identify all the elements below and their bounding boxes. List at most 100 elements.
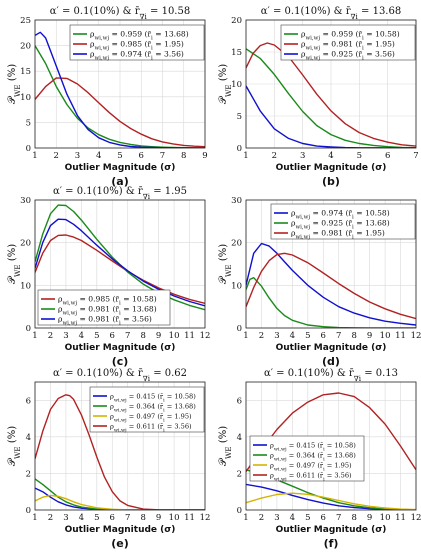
- x-axis-label: Outlier Magnitude (σ): [65, 525, 176, 535]
- x-tick-label: 7: [413, 151, 418, 161]
- x-tick-label: 2: [272, 151, 277, 161]
- y-tick-label: 0: [237, 506, 242, 516]
- panel-title: α′ = 0.1(10%) & r̄∇i = 13.68: [261, 6, 401, 21]
- legend-entry: ρwi,wj = 0.974 (r̄i = 10.58): [291, 209, 390, 221]
- x-tick-label: 3: [63, 513, 68, 523]
- x-tick-label: 9: [367, 513, 372, 523]
- series-line-2: [35, 494, 205, 510]
- x-tick-label: 12: [411, 513, 421, 523]
- y-axis-label: 𝒫WE (%): [218, 64, 233, 104]
- legend-entry: ρwi,wj = 0.364 (r̄i = 13.68): [270, 452, 356, 463]
- x-tick-label: 9: [156, 513, 161, 523]
- x-tick-label: 6: [110, 513, 115, 523]
- y-tick-label: 6: [237, 396, 242, 406]
- y-axis-label: 𝒫WE (%): [7, 64, 22, 104]
- y-axis-label: 𝒫WE (%): [218, 426, 233, 466]
- x-tick-label: 8: [140, 331, 145, 341]
- axes-frame: [245, 19, 417, 149]
- legend-entry: ρwi,wj = 0.611 (r̄i = 3.56): [110, 423, 192, 434]
- legend-entry: ρwi,wj = 0.497 (r̄i = 1.95): [110, 413, 192, 424]
- y-axis-label: 𝒫WE (%): [218, 244, 233, 284]
- series-line-2: [246, 492, 416, 510]
- x-axis-label: Outlier Magnitude (σ): [65, 163, 176, 173]
- panel-title: α′ = 0.1(10%) & r̄∇i = 0.62: [53, 368, 187, 383]
- legend-entry: ρwi,wj = 0.974 (r̄i = 3.56): [90, 50, 184, 62]
- x-tick-label: 2: [48, 331, 53, 341]
- x-tick-label: 7: [336, 331, 341, 341]
- panel-title: α′ = 0.1(10%) & r̄∇i = 10.58: [50, 6, 190, 21]
- x-axis-label: Outlier Magnitude (σ): [65, 343, 176, 353]
- legend: ρwi,wj = 0.959 (r̄i = 13.68)ρwi,wj = 0.9…: [69, 24, 205, 62]
- legend-entry: ρwi,wj = 0.925 (r̄i = 13.68): [291, 219, 390, 231]
- panel-letter: (b): [322, 175, 340, 188]
- legend-box: [280, 24, 416, 61]
- x-axis-label: Outlier Magnitude (σ): [276, 163, 387, 173]
- series-line-0: [246, 242, 416, 326]
- panel-letter: (f): [324, 537, 339, 550]
- y-tick-label: 20: [231, 16, 242, 26]
- legend-box: [69, 24, 205, 61]
- x-tick-label: 1: [243, 331, 248, 341]
- series-line-1: [35, 478, 205, 510]
- y-axis-label: 𝒫WE (%): [7, 426, 22, 466]
- x-tick-label: 4: [328, 151, 333, 161]
- panel-a: 1 2 3 4 5 6 7 8 9 0 5 10 15 20 25 α′ = 0.1(10%) & r̄∇i …: [7, 6, 208, 188]
- panel-letter: (e): [111, 537, 129, 550]
- x-tick-label: 4: [79, 513, 84, 523]
- series-line-3: [246, 392, 416, 473]
- y-tick-label: 30: [20, 196, 31, 206]
- legend-entry: ρwi,wj = 0.981 (r̄i = 1.95): [301, 40, 395, 52]
- x-tick-label: 5: [305, 513, 310, 523]
- x-tick-label: 2: [48, 513, 53, 523]
- legend-box: [89, 386, 205, 433]
- legend-entry: ρwi,wj = 0.611 (r̄i = 3.56): [270, 472, 352, 483]
- legend-entry: ρwi,wj = 0.985 (r̄i = 10.58): [58, 295, 157, 307]
- x-tick-label: 8: [351, 331, 356, 341]
- x-tick-label: 3: [274, 513, 279, 523]
- series-line-0: [246, 48, 416, 148]
- y-tick-label: 15: [20, 67, 31, 77]
- series-line-2: [35, 31, 205, 148]
- y-tick-label: 10: [20, 93, 31, 103]
- legend-entry: ρwi,wj = 0.985 (r̄i = 1.95): [90, 40, 184, 52]
- legend-entry: ρwi,wj = 0.415 (r̄i = 10.58): [110, 393, 196, 404]
- legend: ρwi,wj = 0.415 (r̄i = 10.58)ρwi,wj = 0.3…: [249, 435, 365, 483]
- x-tick-label: 2: [259, 331, 264, 341]
- y-tick-label: 0: [237, 324, 242, 334]
- legend-entry: ρwi,wj = 0.959 (r̄i = 10.58): [301, 30, 400, 42]
- x-tick-label: 11: [395, 513, 406, 523]
- x-tick-label: 9: [156, 331, 161, 341]
- x-tick-label: 5: [94, 331, 99, 341]
- series-line-1: [246, 42, 416, 147]
- y-tick-label: 30: [231, 196, 242, 206]
- x-tick-label: 4: [290, 331, 295, 341]
- y-tick-label: 25: [20, 16, 31, 26]
- x-tick-label: 6: [321, 513, 326, 523]
- y-tick-label: 2: [237, 469, 242, 479]
- x-tick-label: 5: [117, 151, 122, 161]
- y-tick-label: 0: [26, 506, 31, 516]
- x-tick-label: 5: [305, 331, 310, 341]
- panel-title: α′ = 0.1(10%) & r̄∇i = 0.13: [264, 368, 398, 383]
- x-tick-label: 4: [96, 151, 101, 161]
- x-tick-label: 11: [395, 331, 406, 341]
- x-tick-label: 9: [202, 151, 207, 161]
- y-tick-label: 0: [26, 324, 31, 334]
- x-tick-label: 9: [367, 331, 372, 341]
- panel-letter: (a): [111, 175, 128, 188]
- legend-box: [37, 289, 171, 326]
- x-tick-label: 12: [200, 331, 211, 341]
- legend-entry: ρwi,wj = 0.364 (r̄i = 13.68): [110, 403, 196, 414]
- axes-frame: [34, 381, 206, 511]
- y-tick-label: 6: [26, 396, 31, 406]
- x-tick-label: 1: [32, 151, 37, 161]
- x-tick-label: 10: [380, 513, 391, 523]
- x-tick-label: 8: [351, 513, 356, 523]
- y-tick-label: 20: [20, 42, 31, 52]
- x-axis-label: Outlier Magnitude (σ): [276, 525, 387, 535]
- axes-frame: [34, 19, 206, 149]
- axes-frame: [245, 381, 417, 511]
